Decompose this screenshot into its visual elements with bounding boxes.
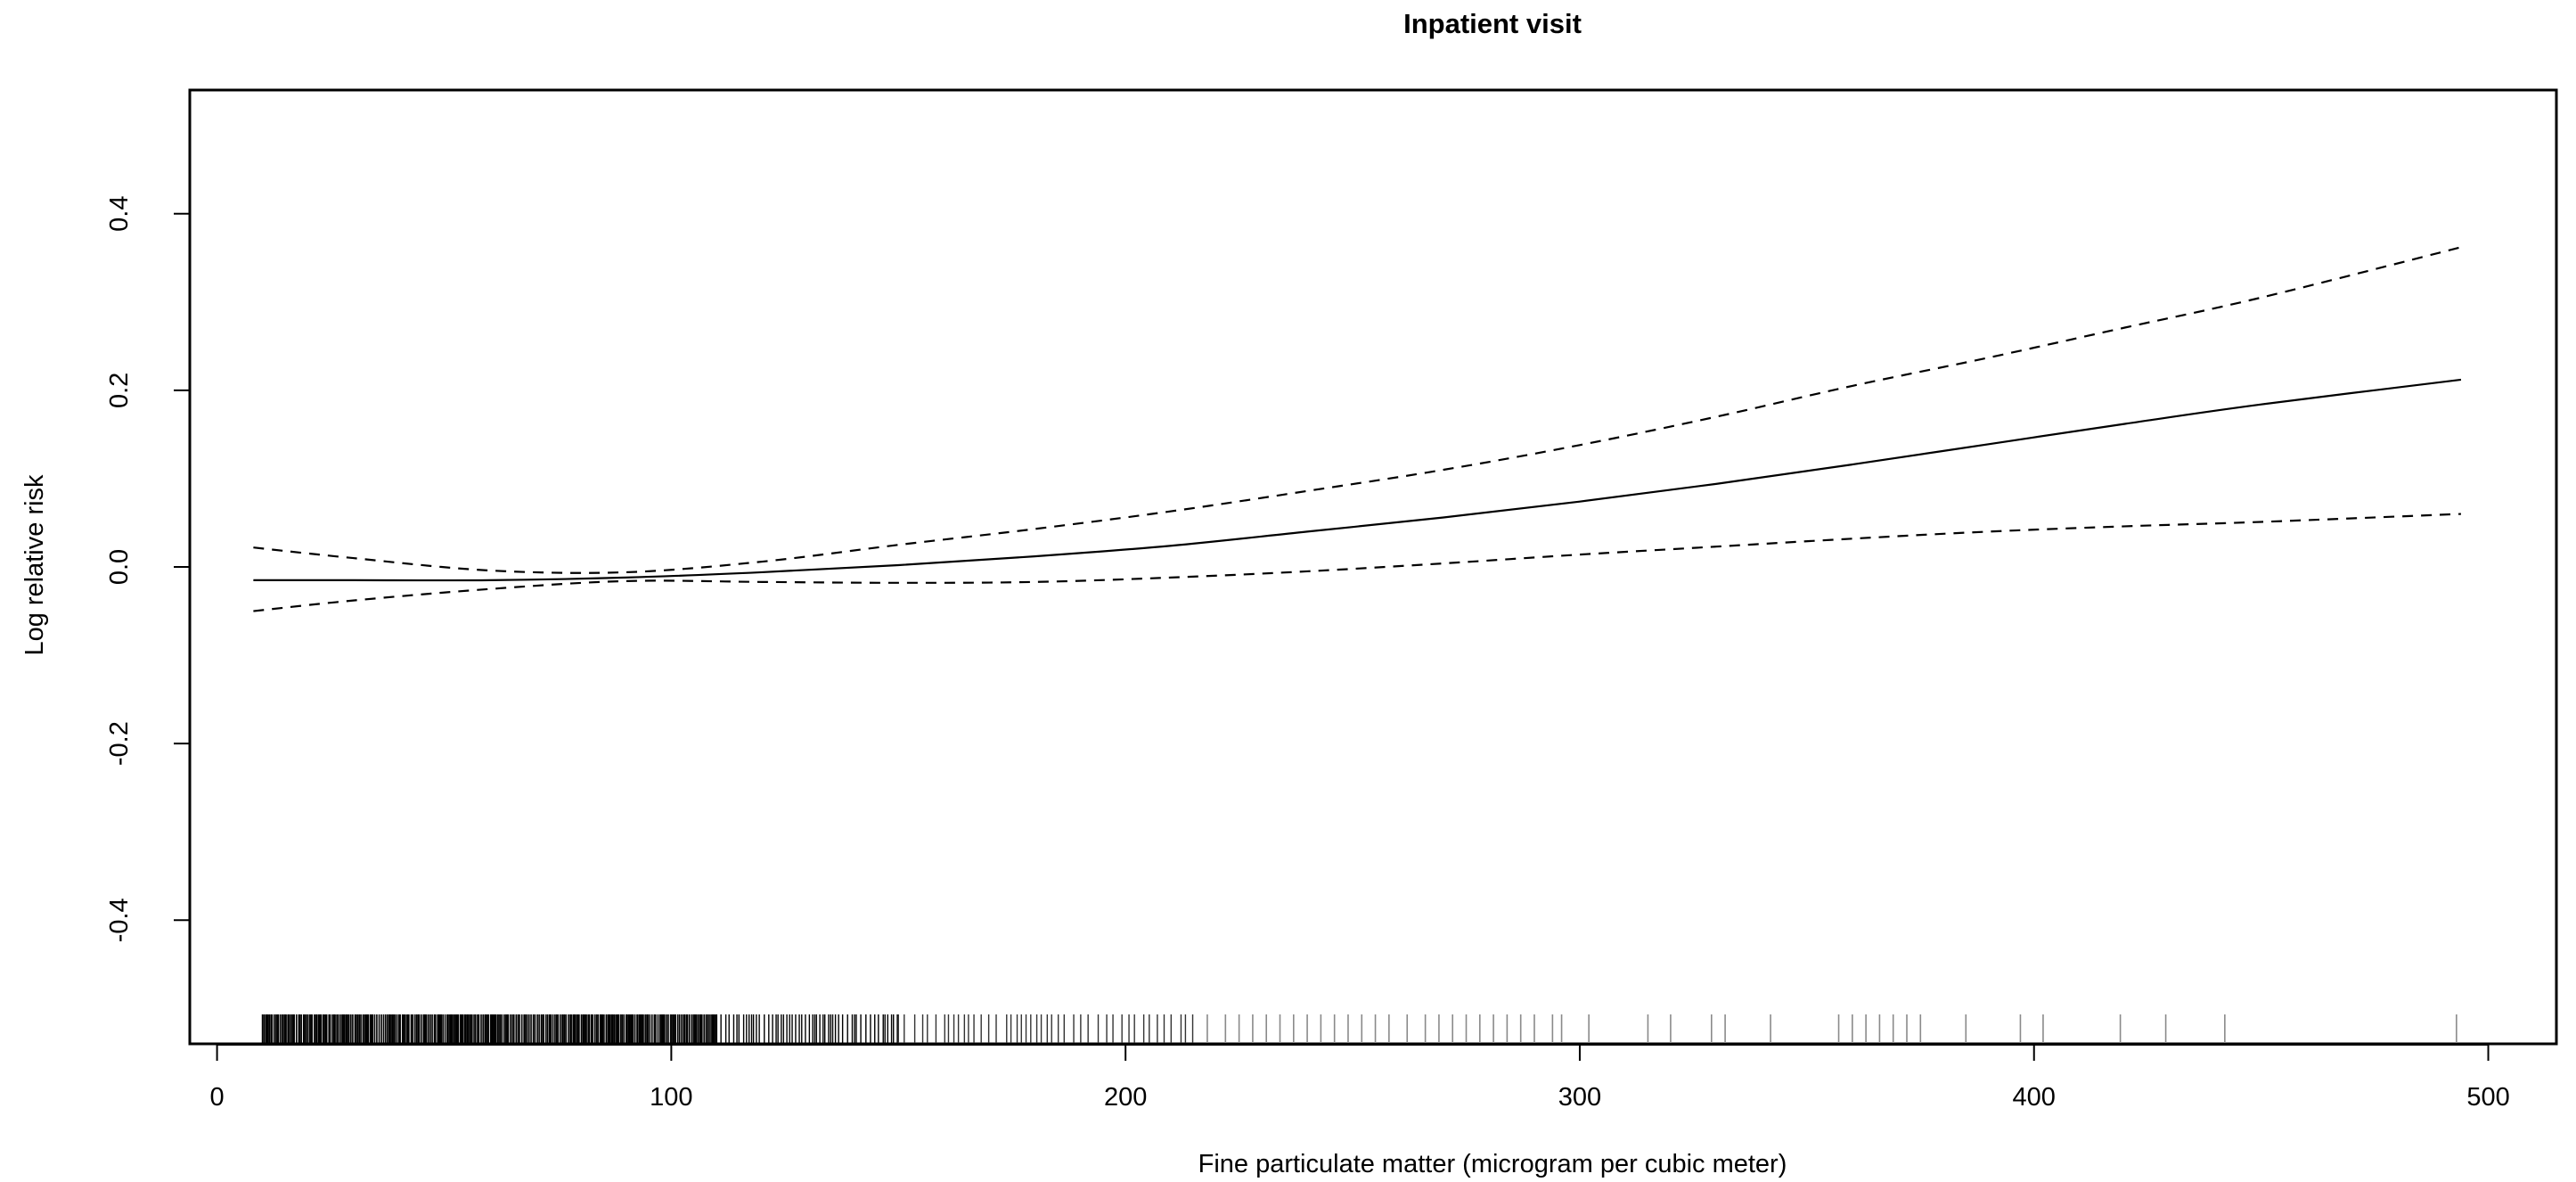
y-tick-label: -0.2 [105, 721, 134, 766]
confidence-band-line-2 [253, 513, 2461, 612]
x-tick-label: 400 [2013, 1083, 2056, 1112]
y-tick-label: 0.2 [105, 373, 134, 408]
x-tick-label: 100 [650, 1083, 692, 1112]
estimate-line [253, 378, 2462, 582]
y-tick-label: -0.4 [105, 898, 134, 942]
series-lines [253, 246, 2462, 612]
plot-frame [188, 88, 2558, 1046]
y-tick-label: 0.0 [105, 549, 134, 585]
y-axis-label: Log relative risk [20, 474, 49, 656]
x-axis-label: Fine particulate matter (microgram per c… [1198, 1150, 1787, 1178]
rug-marks [261, 1014, 2457, 1043]
y-axis: -0.4 -0.2 0.0 0.2 0.4 [105, 196, 191, 942]
y-tick-label: 0.4 [105, 196, 134, 232]
x-tick-label: 500 [2466, 1083, 2509, 1112]
x-axis: 0 100 200 300 400 500 [210, 1044, 2510, 1112]
confidence-band-line-1 [253, 246, 2462, 574]
x-tick-label: 300 [1558, 1083, 1601, 1112]
x-tick-label: 0 [210, 1083, 225, 1112]
x-tick-label: 200 [1104, 1083, 1147, 1112]
chart-title: Inpatient visit [1403, 8, 1582, 39]
